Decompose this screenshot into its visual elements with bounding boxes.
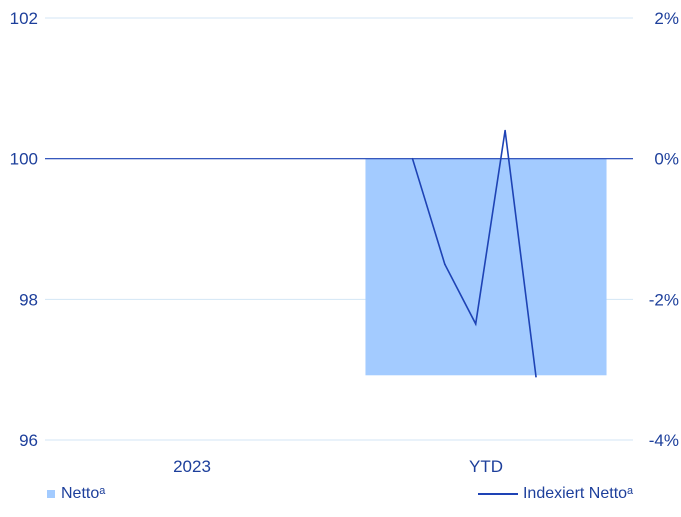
x-tick-label-ytd: YTD	[469, 457, 503, 476]
y-left-tick-label: 100	[10, 150, 38, 169]
y-left-tick-label: 96	[19, 431, 38, 450]
x-tick-label-2023: 2023	[173, 457, 211, 476]
legend-swatch-bar	[47, 490, 55, 498]
line-point-1	[444, 263, 446, 265]
y-left-tick-label: 102	[10, 9, 38, 28]
y-left-tick-label: 98	[19, 290, 38, 309]
legend-label-netto: Nettoᵃ	[61, 485, 106, 502]
line-point-3	[504, 129, 506, 132]
legend-swatch-line	[477, 493, 518, 495]
y-right-tick-label: -4%	[649, 431, 679, 450]
legend-label-indexiert-netto: Indexiert Nettoᵃ	[522, 485, 633, 502]
legend-item-netto[interactable]: Nettoᵃ	[47, 485, 105, 503]
y-right-tick-label: 0%	[654, 150, 679, 169]
y-right-tick-label: 2%	[654, 9, 679, 28]
line-point-0	[411, 157, 414, 160]
line-point-2	[474, 323, 477, 325]
line-point-4	[535, 375, 537, 378]
bar-ytd	[365, 158, 607, 376]
legend-item-indexiert-netto[interactable]: Indexiert Nettoᵃ	[477, 485, 633, 503]
y-right-tick-label: -2%	[649, 290, 679, 309]
legend: Nettoᵃ Indexiert Nettoᵃ	[0, 485, 681, 509]
